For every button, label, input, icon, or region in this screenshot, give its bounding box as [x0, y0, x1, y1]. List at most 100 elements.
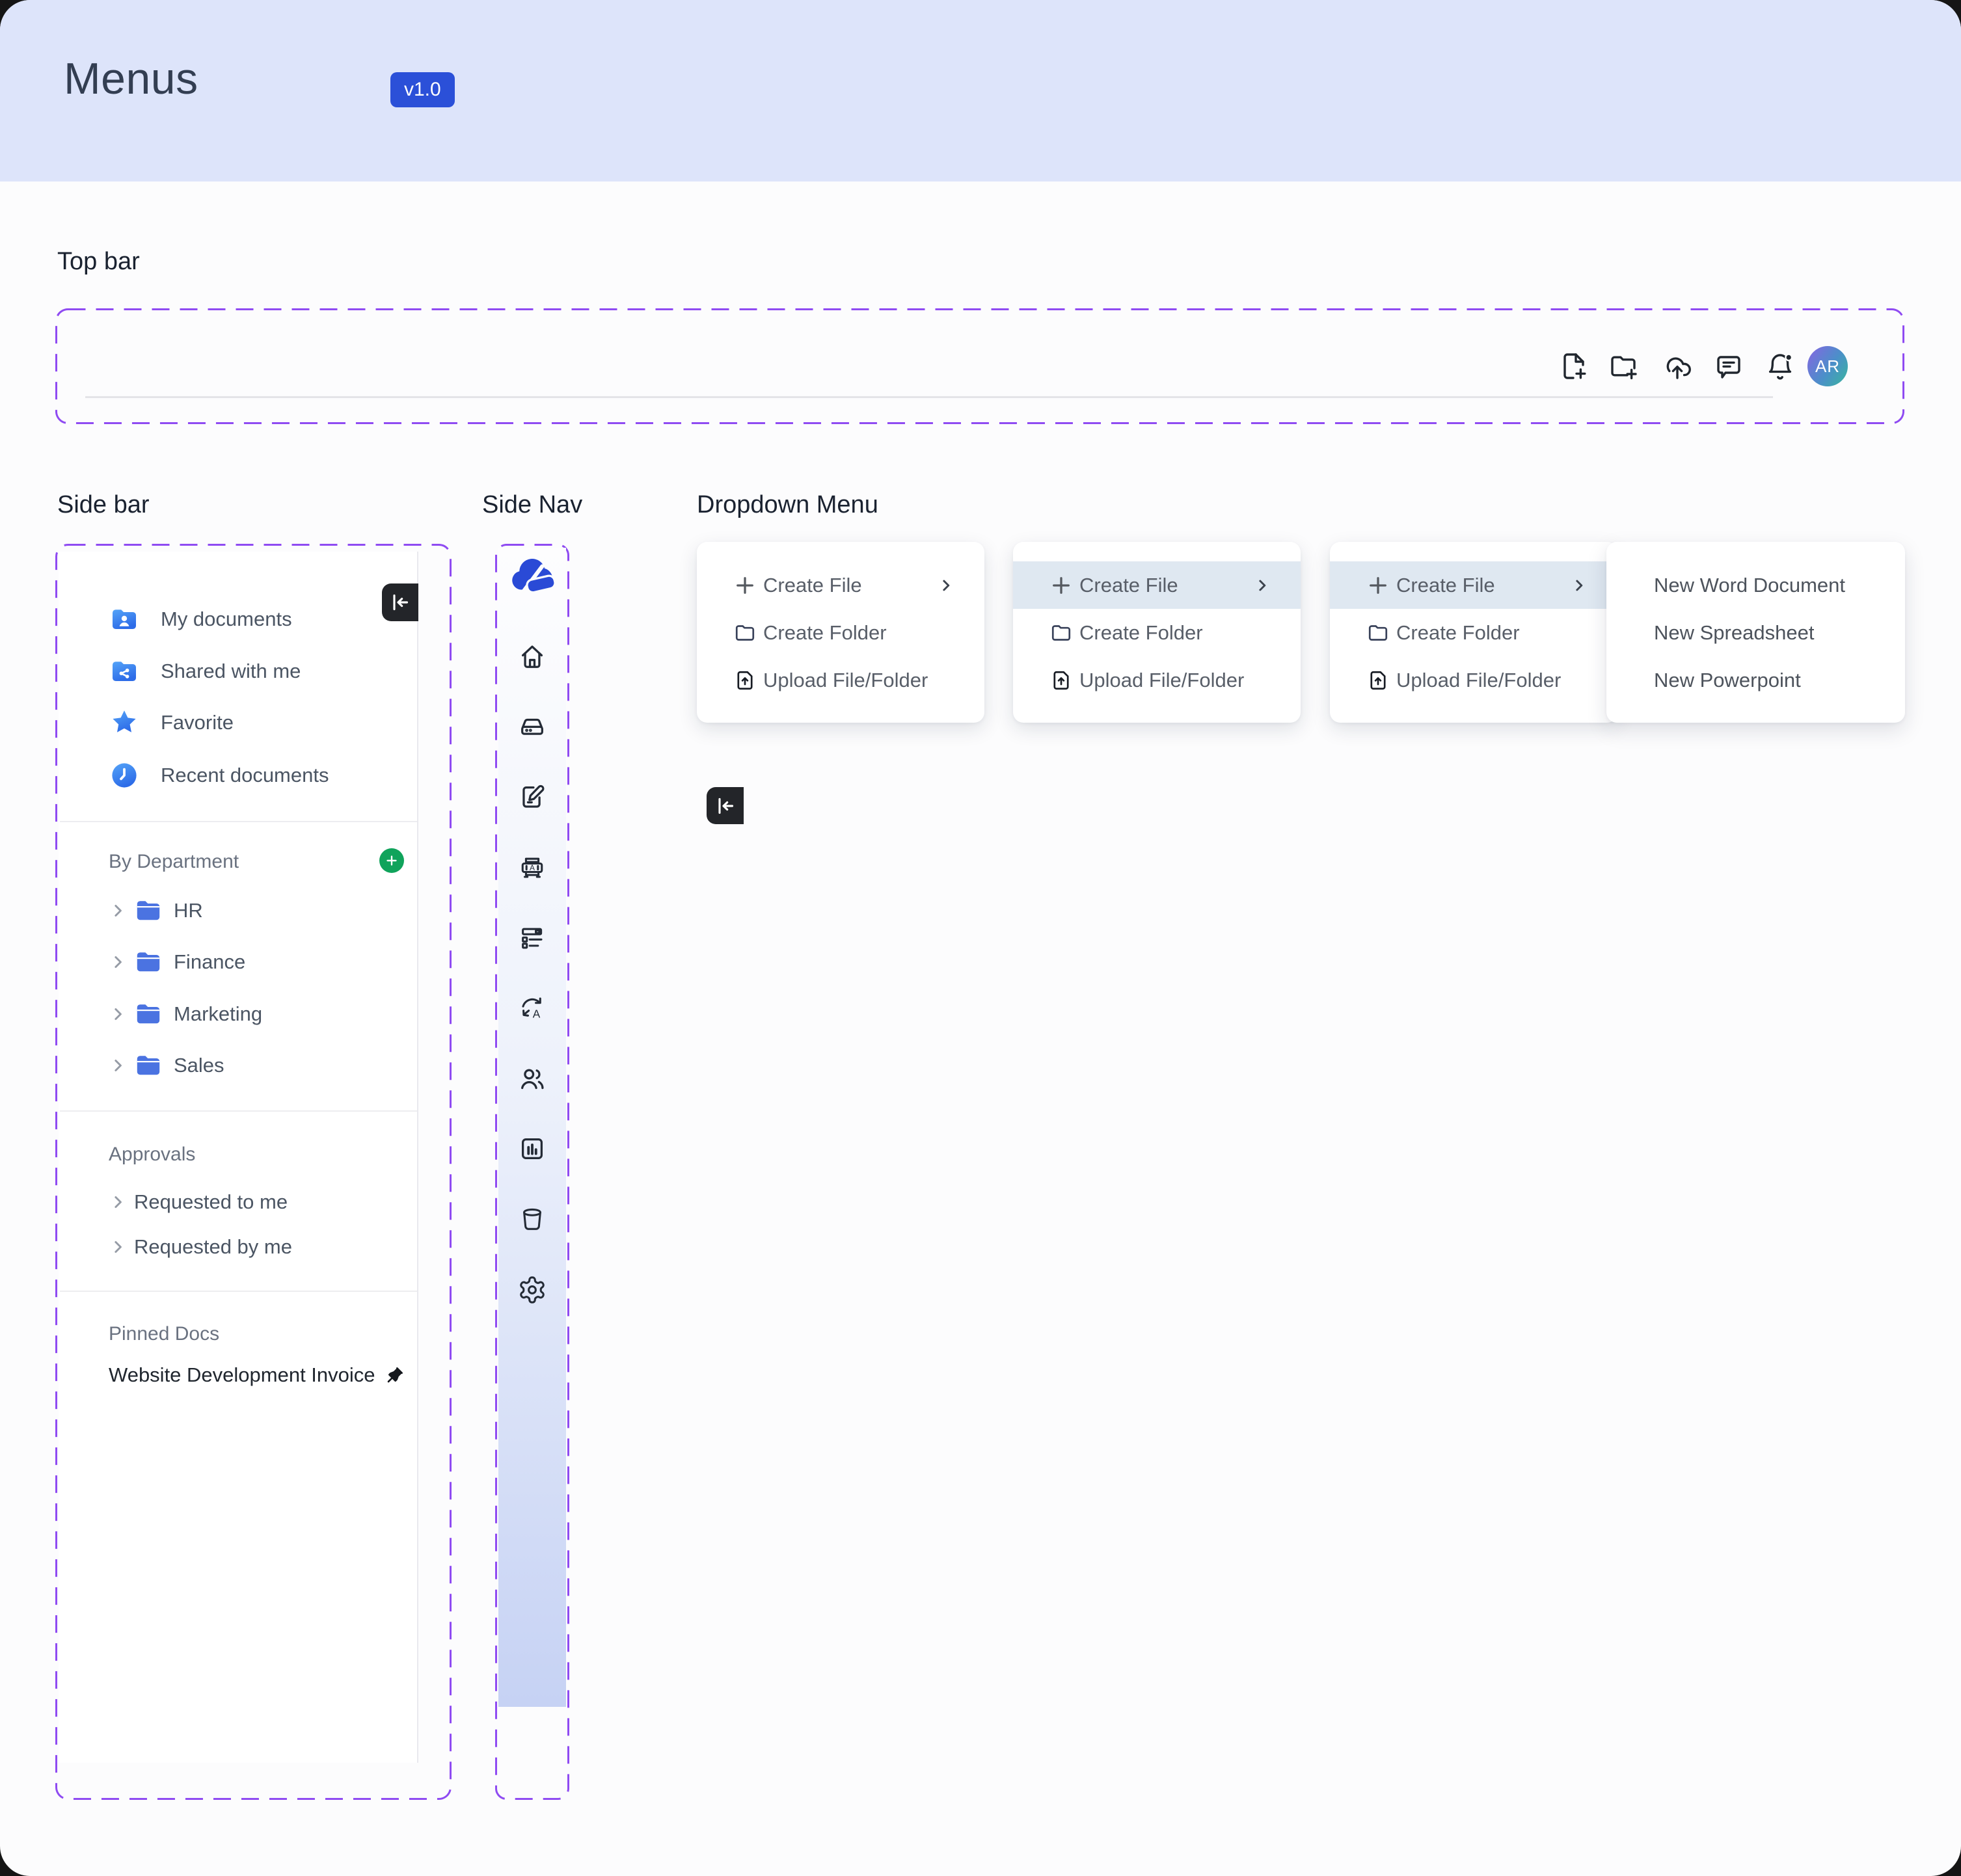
menu-item-create-file-highlighted[interactable]: Create File: [1330, 561, 1617, 609]
folder-user-icon: [113, 610, 136, 629]
top-bar-divider: [85, 396, 1773, 398]
svg-text:A: A: [530, 863, 535, 872]
star-icon: [113, 710, 136, 732]
sidebar-item-my-documents[interactable]: My documents: [109, 601, 292, 637]
page-title: Menus: [64, 54, 198, 103]
sidebar-item-hr[interactable]: HR: [108, 892, 203, 929]
chevron-right-icon: [1569, 576, 1589, 595]
sidebar-item-requested-to-me[interactable]: Requested to me: [108, 1184, 288, 1220]
collapse-left-icon: [718, 797, 733, 814]
sidebar-divider: [60, 1110, 417, 1112]
upload-cloud-icon[interactable]: [1662, 351, 1693, 382]
version-badge: v1.0: [390, 72, 455, 107]
collapse-button-sample[interactable]: [707, 787, 744, 824]
file-upload-icon: [733, 669, 757, 692]
submenu-item-new-spreadsheet[interactable]: New Spreadsheet: [1654, 621, 1815, 644]
dropdown-menu-with-submenu: Create File Create Folder Upload File/Fo…: [1330, 542, 1617, 723]
svg-text:A: A: [533, 1008, 541, 1021]
sidebar-divider: [60, 821, 417, 822]
folder-icon: [137, 1056, 160, 1075]
home-icon[interactable]: [517, 641, 547, 671]
folder-icon: [733, 621, 757, 645]
menu-item-upload-file-folder[interactable]: Upload File/Folder: [697, 656, 984, 704]
side-nav-rail: [498, 548, 566, 1707]
sidebar-item-sales[interactable]: Sales: [108, 1047, 224, 1084]
top-bar-annotation-box: [55, 308, 1904, 424]
plus-icon: [1049, 574, 1073, 597]
submenu-item-new-word-document[interactable]: New Word Document: [1654, 573, 1846, 596]
section-label-side-bar: Side bar: [57, 491, 150, 518]
analytics-icon[interactable]: [517, 1134, 547, 1164]
notifications-bell-icon[interactable]: [1765, 351, 1796, 382]
sidebar-collapse-button[interactable]: [382, 583, 418, 621]
side-nav-annotation-box: [495, 544, 569, 1800]
folder-share-icon: [113, 662, 136, 681]
section-label-top-bar: Top bar: [57, 248, 140, 275]
scan-text-icon[interactable]: A: [517, 853, 547, 883]
plus-icon: [733, 574, 757, 597]
translate-icon[interactable]: A: [517, 993, 547, 1023]
sidebar-item-requested-by-me[interactable]: Requested by me: [108, 1229, 292, 1265]
menu-item-create-folder[interactable]: Create Folder: [1330, 609, 1617, 656]
unread-dot: [1785, 353, 1793, 362]
sidebar-item-recent-documents[interactable]: Recent documents: [109, 757, 329, 794]
pin-icon: [387, 1367, 403, 1383]
folder-icon: [1366, 621, 1390, 645]
sidebar-divider: [60, 1291, 417, 1292]
sidebar-group-by-department: By Department: [109, 851, 239, 872]
menu-item-create-file-highlighted[interactable]: Create File: [1013, 561, 1301, 609]
submenu-item-new-powerpoint[interactable]: New Powerpoint: [1654, 668, 1801, 691]
storage-drive-icon[interactable]: [517, 712, 547, 742]
dropdown-menu-default: Create File Create Folder Upload File/Fo…: [697, 542, 984, 723]
dropdown-menu-hover: Create File Create Folder Upload File/Fo…: [1013, 542, 1301, 723]
file-upload-icon: [1049, 669, 1073, 692]
folder-icon: [137, 901, 160, 920]
new-folder-icon[interactable]: [1608, 351, 1640, 382]
chevron-right-icon: [108, 1192, 128, 1212]
folder-icon: [1049, 621, 1073, 645]
settings-gear-icon[interactable]: [517, 1274, 547, 1304]
side-bar-annotation-box: [55, 544, 452, 1800]
sidebar-item-shared-with-me[interactable]: Shared with me: [109, 653, 301, 690]
avatar[interactable]: AR: [1807, 346, 1848, 386]
menu-item-create-file[interactable]: Create File: [697, 561, 984, 609]
file-upload-icon: [1366, 669, 1390, 692]
collapse-left-icon: [393, 594, 409, 611]
sidebar-group-approvals: Approvals: [109, 1144, 196, 1165]
section-label-dropdown-menu: Dropdown Menu: [697, 491, 878, 518]
new-file-icon[interactable]: [1558, 351, 1589, 382]
people-icon[interactable]: [517, 1064, 547, 1093]
chevron-right-icon: [936, 576, 956, 595]
trash-icon[interactable]: [517, 1204, 547, 1234]
sidebar-item-favorite[interactable]: Favorite: [109, 704, 234, 741]
sidebar-item-marketing[interactable]: Marketing: [108, 996, 262, 1032]
menu-item-create-folder[interactable]: Create Folder: [1013, 609, 1301, 656]
chevron-right-icon: [108, 1237, 128, 1257]
page-header: Menus v1.0: [0, 0, 1961, 181]
sidebar-group-pinned-docs: Pinned Docs: [109, 1323, 220, 1345]
chevron-right-icon: [1252, 576, 1272, 595]
create-file-submenu: New Word Document New Spreadsheet New Po…: [1606, 542, 1905, 723]
plus-icon: [386, 855, 397, 866]
chevron-right-icon: [108, 1004, 128, 1024]
section-label-side-nav: Side Nav: [482, 491, 583, 518]
menu-item-upload-file-folder[interactable]: Upload File/Folder: [1330, 656, 1617, 704]
edit-document-icon[interactable]: [517, 782, 547, 812]
sidebar-item-pinned-doc[interactable]: Website Development Invoice: [109, 1357, 405, 1393]
cloud-logo[interactable]: [509, 557, 557, 596]
folder-icon: [137, 952, 160, 972]
sidebar-panel: [59, 552, 418, 1763]
sidebar-item-finance[interactable]: Finance: [108, 944, 245, 980]
chevron-right-icon: [108, 901, 128, 920]
menu-item-create-folder[interactable]: Create Folder: [697, 609, 984, 656]
menu-item-upload-file-folder[interactable]: Upload File/Folder: [1013, 656, 1301, 704]
add-department-button[interactable]: [379, 848, 404, 873]
plus-icon: [1366, 574, 1390, 597]
form-fields-icon[interactable]: [517, 923, 547, 953]
chevron-right-icon: [108, 1056, 128, 1075]
comments-icon[interactable]: [1713, 351, 1744, 382]
folder-icon: [137, 1004, 160, 1024]
chevron-right-icon: [108, 952, 128, 972]
clock-icon: [112, 763, 137, 788]
